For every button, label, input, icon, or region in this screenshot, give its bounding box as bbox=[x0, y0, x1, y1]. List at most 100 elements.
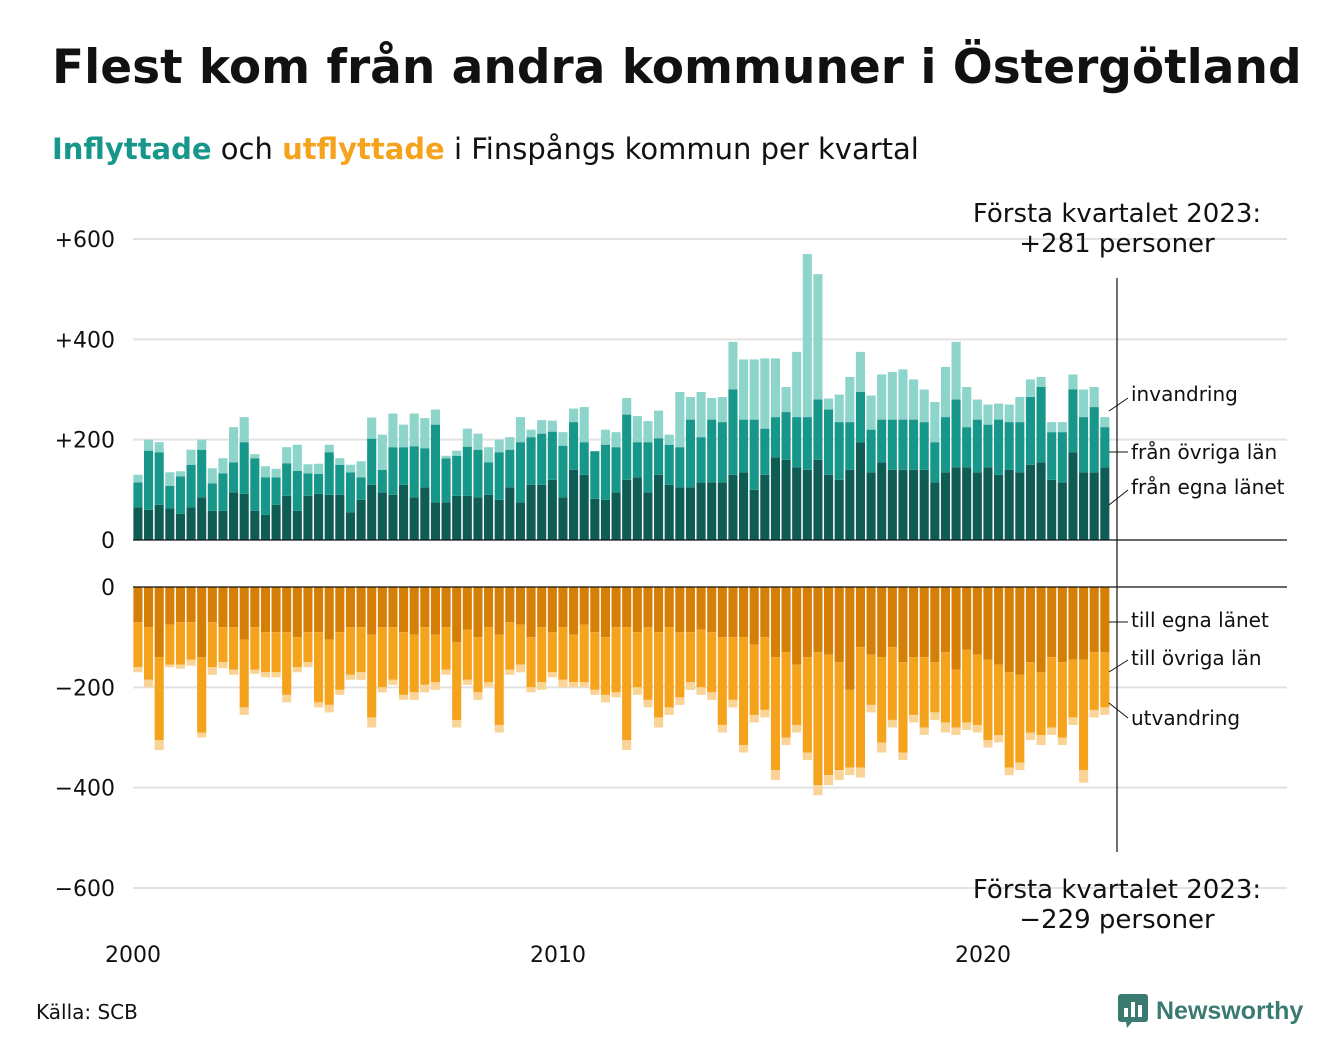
bar-out-out_utvandring bbox=[430, 682, 440, 690]
bar-in-in_invandring bbox=[452, 450, 462, 456]
bar-out-out_egna bbox=[813, 587, 823, 653]
bar-in-in_ovriga bbox=[855, 392, 865, 443]
bar-in-in_ovriga bbox=[824, 409, 834, 475]
bar-out-out_utvandring bbox=[154, 740, 164, 751]
bar-out-out_utvandring bbox=[473, 692, 483, 700]
bar-out-out_egna bbox=[898, 587, 908, 663]
bar-out-out_utvandring bbox=[558, 679, 568, 688]
bar-in-in_ovriga bbox=[399, 447, 409, 485]
bar-out-out_utvandring bbox=[611, 692, 621, 698]
bar-in-in_invandring bbox=[909, 379, 919, 420]
bar-in-in_invandring bbox=[1047, 422, 1057, 433]
bar-out-out_utvandring bbox=[1047, 727, 1057, 735]
bar-out-out_utvandring bbox=[972, 724, 982, 733]
bar-in-in_invandring bbox=[834, 394, 844, 423]
y-tick-label-bottom: −200 bbox=[55, 676, 115, 701]
x-tick-label: 2000 bbox=[105, 943, 161, 968]
bar-out-out_egna bbox=[250, 587, 260, 628]
bar-out-out_ovriga bbox=[1089, 652, 1099, 710]
bar-in-in_egna bbox=[717, 482, 727, 540]
bar-out-out_utvandring bbox=[579, 682, 589, 688]
subtitle-and-word: och bbox=[220, 132, 273, 166]
bar-out-out_utvandring bbox=[983, 740, 993, 748]
bar-in-in_invandring bbox=[1025, 379, 1035, 398]
bar-in-in_ovriga bbox=[632, 442, 642, 478]
bar-out-out_egna bbox=[749, 587, 759, 645]
bar-in-in_egna bbox=[345, 512, 355, 540]
bar-in-in_egna bbox=[951, 467, 961, 540]
bar-in-in_ovriga bbox=[250, 458, 260, 511]
bar-in-in_invandring bbox=[420, 418, 430, 449]
bar-out-out_utvandring bbox=[622, 740, 632, 751]
bar-out-out_ovriga bbox=[707, 632, 717, 693]
bar-in-in_invandring bbox=[218, 458, 228, 474]
bar-in-in_invandring bbox=[282, 447, 292, 464]
bar-in-in_egna bbox=[611, 492, 621, 540]
bar-out-out_utvandring bbox=[940, 722, 950, 733]
bar-in-in_egna bbox=[484, 494, 494, 540]
bar-out-out_utvandring bbox=[739, 745, 749, 753]
bar-in-in_egna bbox=[537, 484, 547, 540]
bar-out-out_utvandring bbox=[345, 674, 355, 680]
series-label: från egna länet bbox=[1131, 475, 1285, 499]
bar-out-out_ovriga bbox=[1036, 672, 1046, 735]
bar-out-out_ovriga bbox=[600, 637, 610, 695]
bar-out-out_utvandring bbox=[632, 687, 642, 695]
bar-out-out_egna bbox=[484, 587, 494, 628]
bar-in-in_egna bbox=[930, 482, 940, 540]
bar-out-out_egna bbox=[462, 587, 472, 630]
bar-out-out_egna bbox=[590, 587, 600, 633]
migration-chart: 0 +200 +400 +600 0 −200 −400 −600 2000 2010 2020 i… bbox=[55, 199, 1287, 968]
bar-in-in_invandring bbox=[388, 413, 398, 448]
bar-out-out_utvandring bbox=[919, 727, 929, 735]
bar-out-out_ovriga bbox=[1004, 672, 1014, 768]
bar-in-in_egna bbox=[813, 459, 823, 540]
bar-in-in_ovriga bbox=[462, 446, 472, 496]
bar-out-out_egna bbox=[972, 587, 982, 655]
bar-out-out_egna bbox=[165, 587, 175, 625]
bar-in-in_invandring bbox=[1057, 422, 1067, 433]
bar-out-out_utvandring bbox=[802, 752, 812, 761]
bar-in-in_ovriga bbox=[1015, 422, 1025, 473]
bar-out-out_ovriga bbox=[834, 662, 844, 771]
bar-in-in_invandring bbox=[356, 461, 366, 478]
bar-in-in_ovriga bbox=[207, 483, 217, 511]
bar-in-in_egna bbox=[292, 510, 302, 540]
series-label: till egna länet bbox=[1131, 608, 1269, 632]
bar-out-out_ovriga bbox=[260, 632, 270, 673]
subtitle-in-word: Inflyttade bbox=[52, 132, 212, 166]
bar-out-out_ovriga bbox=[462, 629, 472, 680]
bar-in-in_invandring bbox=[824, 398, 834, 410]
annotation-top-line1: Första kvartalet 2023: bbox=[973, 199, 1261, 229]
bar-in-in_ovriga bbox=[739, 419, 749, 473]
bar-out-out_egna bbox=[356, 587, 366, 628]
series-label-leader bbox=[1108, 659, 1129, 673]
bar-in-in_ovriga bbox=[600, 444, 610, 500]
bar-out-out_ovriga bbox=[324, 639, 334, 705]
bar-in-in_egna bbox=[654, 474, 664, 540]
bar-in-in_ovriga bbox=[685, 419, 695, 488]
bar-in-in_ovriga bbox=[409, 446, 419, 498]
bar-out-out_ovriga bbox=[611, 627, 621, 693]
bar-in-in_egna bbox=[165, 508, 175, 540]
bar-in-in_ovriga bbox=[537, 433, 547, 485]
bar-out-out_egna bbox=[547, 587, 557, 633]
bar-out-out_utvandring bbox=[877, 742, 887, 753]
bar-in-in_egna bbox=[728, 474, 738, 540]
bar-out-out_ovriga bbox=[388, 627, 398, 680]
bar-in-in_egna bbox=[388, 494, 398, 540]
bar-out-out_egna bbox=[887, 587, 897, 648]
bar-out-out_utvandring bbox=[303, 662, 313, 668]
bar-out-out_egna bbox=[409, 587, 419, 635]
bar-in-in_invandring bbox=[473, 433, 483, 450]
bar-in-in_egna bbox=[739, 472, 749, 540]
bar-out-out_utvandring bbox=[547, 672, 557, 678]
bar-in-in_invandring bbox=[345, 464, 355, 473]
bar-out-out_utvandring bbox=[1089, 709, 1099, 718]
bar-in-in_ovriga bbox=[579, 442, 589, 475]
bar-out-out_utvandring bbox=[1004, 767, 1014, 776]
bar-in-in_egna bbox=[303, 495, 313, 540]
bar-in-in_egna bbox=[505, 487, 515, 540]
bar-in-in_ovriga bbox=[260, 477, 270, 515]
bar-out-out_egna bbox=[717, 587, 727, 638]
